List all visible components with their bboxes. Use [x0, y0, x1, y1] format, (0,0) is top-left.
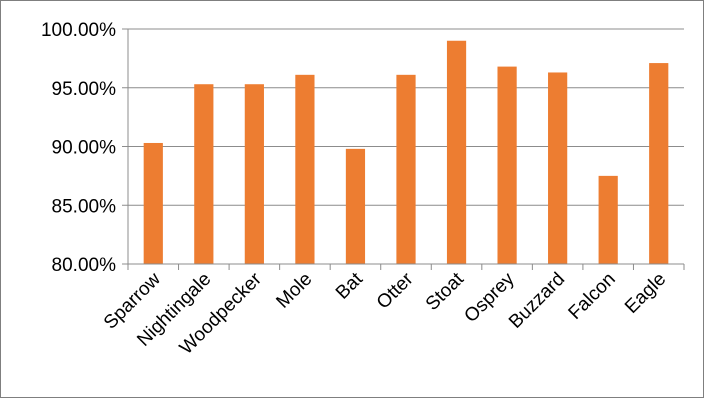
y-tick-label: 95.00% [52, 79, 117, 100]
y-tick-label: 85.00% [52, 196, 117, 217]
bar-buzzard [548, 72, 568, 264]
x-tick-label: Falcon [565, 269, 620, 324]
bar-mole [295, 74, 315, 264]
bar-eagle [649, 63, 669, 265]
y-tick-label: 90.00% [52, 138, 117, 159]
y-tick-label: 80.00% [52, 255, 117, 276]
bar-osprey [497, 66, 517, 264]
x-tick-label: Bat [332, 268, 368, 304]
bar-nightingale [194, 84, 214, 264]
bar-sparrow [143, 142, 163, 264]
x-tick-label: Stoat [422, 268, 469, 315]
y-tick-label: 100.00% [41, 20, 116, 41]
bar-otter [396, 74, 416, 264]
bar-stoat [446, 40, 467, 264]
bar-falcon [598, 175, 618, 264]
y-axis-labels: 80.00% 85.00% 90.00% 95.00% 100.00% [41, 20, 116, 276]
x-tick-label: Eagle [621, 269, 670, 318]
bars-layer [143, 40, 669, 265]
bar-bat [345, 148, 366, 264]
axis-layer [127, 29, 685, 270]
x-tick-label: Mole [272, 269, 316, 313]
x-tick-label: Otter [373, 268, 418, 313]
bar-woodpecker [244, 84, 264, 264]
x-tick-label: Buzzard [505, 269, 569, 333]
